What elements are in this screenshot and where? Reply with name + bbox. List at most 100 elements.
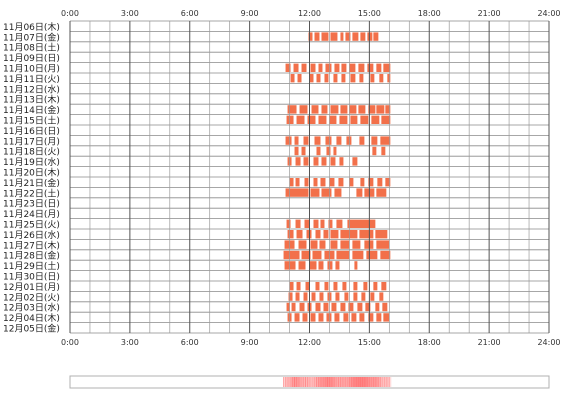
activity-bar bbox=[283, 250, 300, 260]
activity-bar bbox=[340, 105, 348, 114]
activity-bar bbox=[321, 105, 328, 114]
activity-bar bbox=[296, 115, 305, 124]
activity-bar bbox=[368, 105, 376, 114]
activity-bar bbox=[314, 136, 321, 145]
activity-bar bbox=[365, 302, 371, 312]
activity-bar bbox=[285, 188, 309, 197]
activity-bar bbox=[311, 105, 319, 114]
activity-bar bbox=[316, 146, 321, 156]
x-tick-label: 24:00 bbox=[537, 338, 560, 347]
activity-bar bbox=[359, 136, 365, 145]
row-label-date: 11月29日(土) bbox=[3, 260, 60, 272]
activity-bar bbox=[370, 292, 375, 301]
activity-bar bbox=[371, 136, 378, 145]
activity-bar bbox=[339, 157, 344, 166]
activity-bar bbox=[373, 32, 379, 41]
activity-bar bbox=[353, 292, 358, 301]
activity-bar bbox=[301, 63, 307, 72]
activity-bar bbox=[303, 157, 309, 166]
row-label-date: 11月25日(火) bbox=[3, 220, 60, 231]
activity-bar bbox=[367, 63, 374, 72]
activity-bar bbox=[383, 63, 391, 72]
activity-bar bbox=[296, 282, 301, 291]
activity-bar bbox=[370, 74, 375, 83]
activity-bar bbox=[295, 178, 300, 187]
x-tick-label: 9:00 bbox=[241, 9, 259, 18]
activity-bar bbox=[297, 74, 302, 83]
activity-bar bbox=[312, 250, 322, 260]
activity-bar bbox=[324, 282, 329, 291]
activity-bar bbox=[325, 63, 332, 72]
activity-bar bbox=[348, 302, 354, 312]
row-label-date: 11月12日(水) bbox=[3, 83, 60, 95]
activity-bar bbox=[345, 32, 351, 41]
x-tick-label: 18:00 bbox=[418, 9, 441, 18]
activity-bar bbox=[313, 219, 319, 228]
activity-bars bbox=[283, 32, 391, 322]
activity-bar bbox=[356, 188, 363, 197]
row-label-date: 12月01日(月) bbox=[3, 282, 60, 293]
activity-bar bbox=[310, 63, 316, 72]
activity-bar bbox=[333, 74, 338, 83]
activity-bar bbox=[341, 63, 347, 72]
activity-bar bbox=[330, 32, 338, 41]
row-label-date: 12月04日(木) bbox=[3, 312, 60, 324]
activity-bar bbox=[315, 230, 321, 239]
activity-bar bbox=[291, 302, 296, 312]
activity-bar bbox=[325, 136, 332, 145]
row-label-date: 11月22日(土) bbox=[3, 187, 60, 199]
row-label-date: 11月27日(木) bbox=[3, 239, 60, 251]
row-label-date: 11月28日(金) bbox=[3, 250, 60, 262]
activity-bar bbox=[321, 32, 329, 41]
activity-bar bbox=[285, 63, 291, 72]
activity-bar bbox=[294, 146, 299, 156]
activity-bar bbox=[298, 261, 306, 270]
activity-bar bbox=[341, 74, 346, 83]
x-tick-label: 3:00 bbox=[121, 9, 139, 18]
activity-bar bbox=[289, 178, 294, 187]
activity-bar bbox=[320, 219, 325, 228]
activity-bar bbox=[299, 105, 308, 114]
activity-bar bbox=[313, 178, 318, 187]
activity-bar bbox=[302, 313, 308, 322]
activity-bar bbox=[381, 115, 391, 124]
activity-bar bbox=[330, 240, 338, 249]
row-label-date: 12月02日(火) bbox=[3, 292, 60, 303]
activity-bar bbox=[299, 302, 305, 312]
activity-bar bbox=[349, 63, 356, 72]
activity-bar bbox=[319, 292, 324, 301]
x-tick-label: 6:00 bbox=[181, 9, 199, 18]
activity-bar bbox=[318, 115, 327, 124]
activity-bar bbox=[344, 292, 349, 301]
activity-bar bbox=[324, 74, 329, 83]
activity-bar bbox=[309, 261, 317, 270]
activity-bar bbox=[287, 230, 294, 239]
row-label-date: 11月14日(金) bbox=[3, 104, 60, 116]
x-tick-label: 6:00 bbox=[181, 338, 199, 347]
activity-bar bbox=[385, 105, 391, 114]
activity-bar bbox=[343, 313, 349, 322]
row-label-date: 11月26日(水) bbox=[3, 229, 60, 241]
activity-bar bbox=[347, 219, 376, 228]
activity-bar bbox=[340, 32, 344, 41]
activity-bar bbox=[289, 282, 294, 291]
x-tick-label: 15:00 bbox=[358, 338, 381, 347]
row-label-date: 11月15日(土) bbox=[3, 115, 60, 127]
activity-bar bbox=[321, 157, 327, 166]
activity-bar bbox=[315, 282, 320, 291]
activity-bar bbox=[309, 74, 314, 83]
activity-bar bbox=[368, 178, 374, 187]
activity-bar bbox=[323, 302, 329, 312]
activity-bar bbox=[330, 105, 339, 114]
row-label-date: 11月07日(金) bbox=[3, 31, 60, 43]
activity-bar bbox=[313, 157, 319, 166]
activity-bar bbox=[336, 250, 350, 260]
activity-bar bbox=[380, 250, 391, 260]
row-label-date: 12月03日(水) bbox=[3, 302, 60, 314]
activity-bar bbox=[376, 240, 390, 249]
row-label-date: 11月10日(月) bbox=[3, 64, 60, 75]
activity-bar bbox=[295, 219, 301, 228]
activity-bar bbox=[333, 282, 338, 291]
row-label-date: 11月11日(火) bbox=[3, 74, 60, 85]
